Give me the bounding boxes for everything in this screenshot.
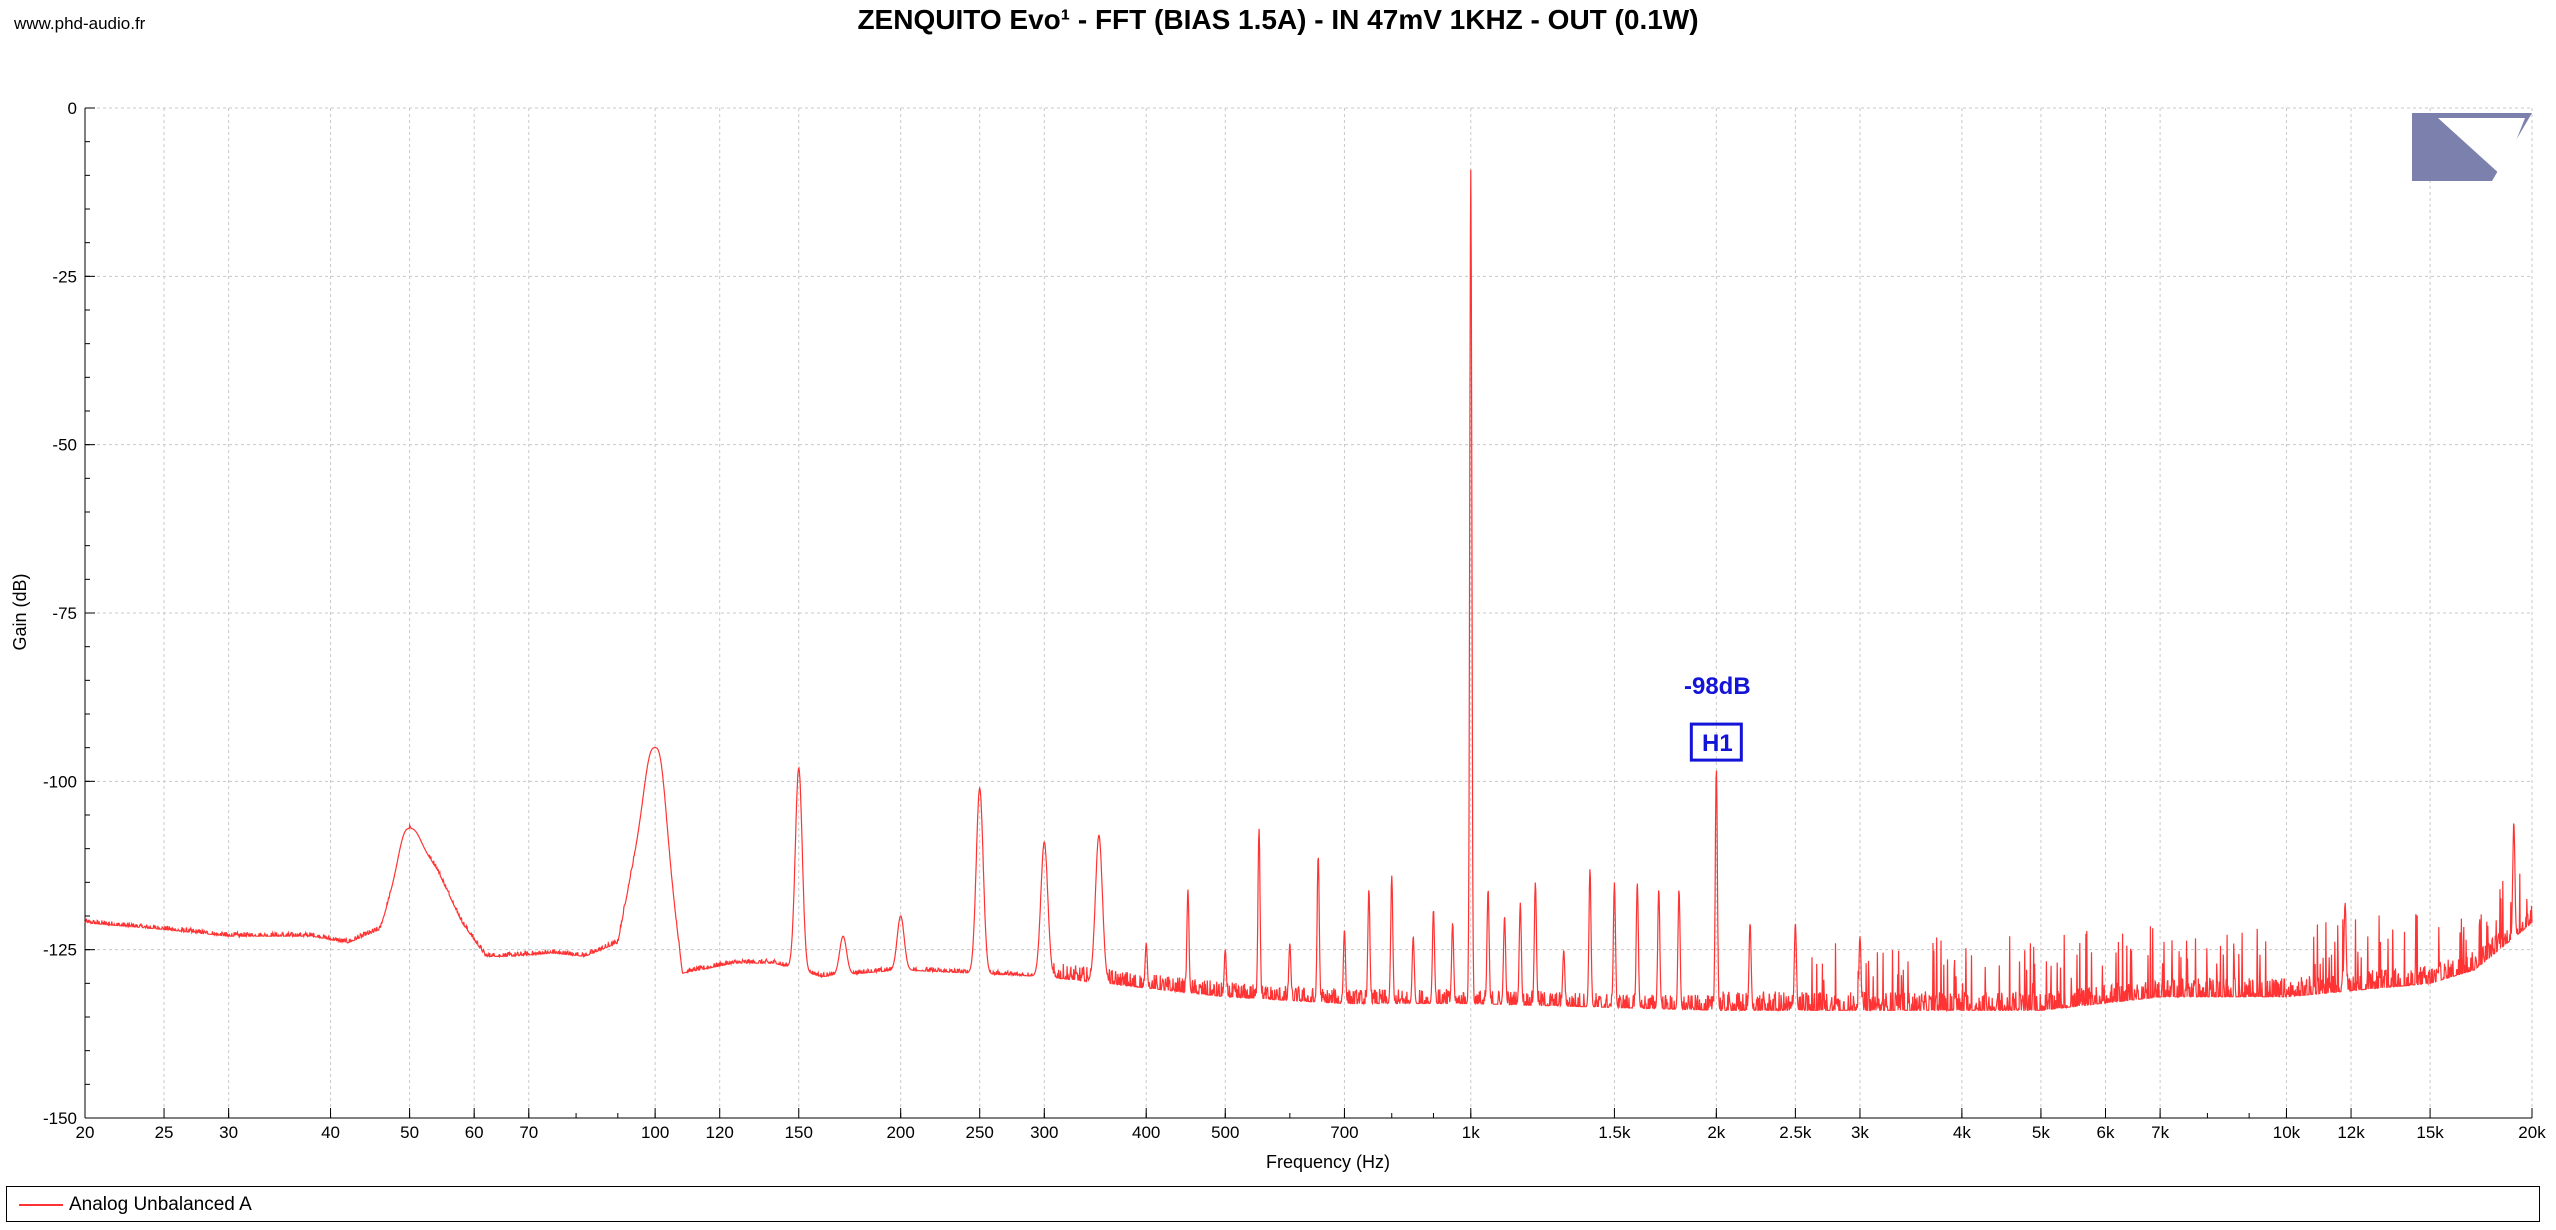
- site-label: www.phd-audio.fr: [14, 14, 146, 33]
- x-tick-label: 30: [219, 1123, 238, 1142]
- annotation-value-label: -98dB: [1684, 673, 1751, 700]
- x-tick-label: 40: [321, 1123, 340, 1142]
- y-tick-label: -125: [43, 941, 77, 960]
- x-tick-label: 5k: [2032, 1123, 2050, 1142]
- x-tick-label: 120: [706, 1123, 734, 1142]
- x-tick-label: 25: [155, 1123, 174, 1142]
- x-tick-label: 300: [1030, 1123, 1058, 1142]
- x-tick-label: 1k: [1462, 1123, 1480, 1142]
- y-tick-label: -150: [43, 1109, 77, 1128]
- x-tick-label: 200: [886, 1123, 914, 1142]
- x-tick-label: 100: [641, 1123, 669, 1142]
- x-tick-label: 3k: [1851, 1123, 1869, 1142]
- y-tick-label: -100: [43, 772, 77, 791]
- x-tick-label: 70: [519, 1123, 538, 1142]
- triangle-logo-icon: [2412, 113, 2532, 181]
- annotation-layer: -98dB H1: [1684, 673, 1751, 762]
- chart-title: ZENQUITO Evo¹ - FFT (BIAS 1.5A) - IN 47m…: [857, 4, 1699, 35]
- annotation-marker-box: [1689, 722, 1743, 762]
- x-tick-label: 20k: [2518, 1123, 2546, 1142]
- x-tick-label: 12k: [2337, 1123, 2365, 1142]
- x-tick-label: 6k: [2097, 1123, 2115, 1142]
- x-tick-label: 500: [1211, 1123, 1239, 1142]
- legend-swatch: [19, 1204, 63, 1206]
- y-tick-label: -75: [52, 604, 77, 623]
- y-tick-label: 0: [68, 99, 77, 118]
- legend: Analog Unbalanced A: [6, 1186, 2540, 1222]
- series-line-analog-unbalanced-a: [84, 169, 2533, 1013]
- y-tick-label: -50: [52, 436, 77, 455]
- x-tick-label: 1.5k: [1598, 1123, 1631, 1142]
- x-tick-label: 400: [1132, 1123, 1160, 1142]
- x-tick-label: 7k: [2151, 1123, 2169, 1142]
- x-tick-label: 700: [1330, 1123, 1358, 1142]
- x-tick-label: 60: [465, 1123, 484, 1142]
- x-tick-label: 2.5k: [1779, 1123, 1812, 1142]
- x-tick-label: 15k: [2416, 1123, 2444, 1142]
- trace-layer: [84, 169, 2533, 1013]
- x-tick-label: 20: [76, 1123, 95, 1142]
- axis-layer: 20 25 30 40 50 60 70 100 120 150 200 250 300 400 500 70…: [43, 99, 2546, 1142]
- y-tick-label: -25: [52, 267, 77, 286]
- x-tick-label: 2k: [1707, 1123, 1725, 1142]
- x-tick-label: 4k: [1953, 1123, 1971, 1142]
- grid-layer: [84, 107, 2533, 1119]
- x-tick-label: 250: [966, 1123, 994, 1142]
- legend-label: Analog Unbalanced A: [69, 1194, 252, 1215]
- x-tick-label: 50: [400, 1123, 419, 1142]
- annotation-marker-label: H1: [1702, 730, 1733, 757]
- y-axis-title: Gain (dB): [10, 573, 30, 650]
- x-axis-title: Frequency (Hz): [1266, 1152, 1390, 1172]
- x-tick-label: 150: [785, 1123, 813, 1142]
- x-tick-label: 10k: [2273, 1123, 2301, 1142]
